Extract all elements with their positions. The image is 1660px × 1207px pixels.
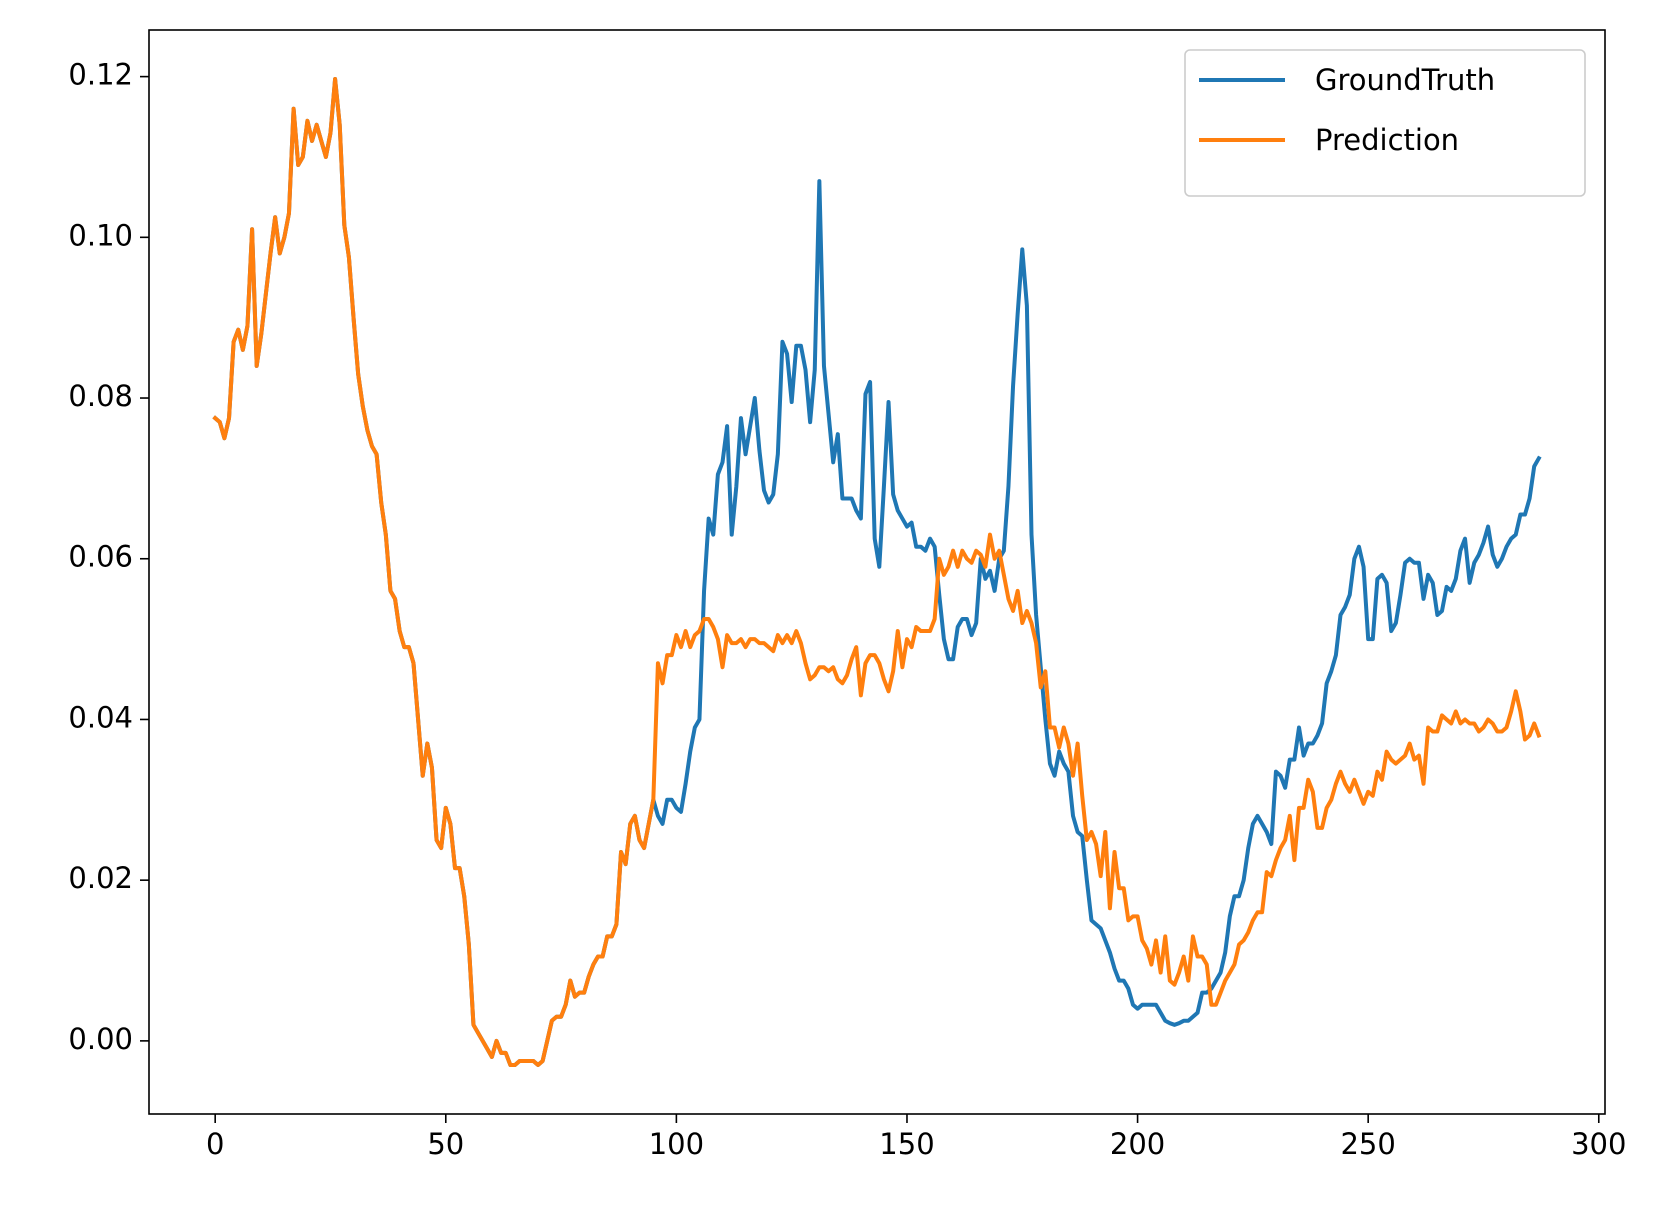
x-tick-label: 0	[206, 1127, 224, 1161]
y-tick-label: 0.06	[68, 540, 133, 574]
legend-label: Prediction	[1315, 123, 1459, 157]
y-tick-label: 0.00	[68, 1022, 133, 1056]
x-tick-label: 300	[1571, 1127, 1626, 1161]
y-tick-label: 0.12	[68, 58, 133, 92]
plot-frame	[148, 29, 1606, 1115]
x-tick-label: 250	[1340, 1127, 1395, 1161]
legend-label: GroundTruth	[1315, 63, 1495, 97]
x-tick-label: 50	[427, 1127, 464, 1161]
legend-box	[1184, 49, 1586, 197]
y-tick-label: 0.10	[68, 218, 133, 252]
legend: GroundTruth Prediction	[1184, 49, 1586, 197]
series-line	[212, 77, 1542, 1067]
x-tick-label: 100	[649, 1127, 704, 1161]
y-tick-label: 0.08	[68, 379, 133, 413]
x-tick-label: 200	[1110, 1127, 1165, 1161]
x-tick-label: 150	[879, 1127, 934, 1161]
series-line	[212, 77, 1542, 1067]
y-tick-label: 0.02	[68, 861, 133, 895]
y-tick-label: 0.04	[68, 700, 133, 734]
